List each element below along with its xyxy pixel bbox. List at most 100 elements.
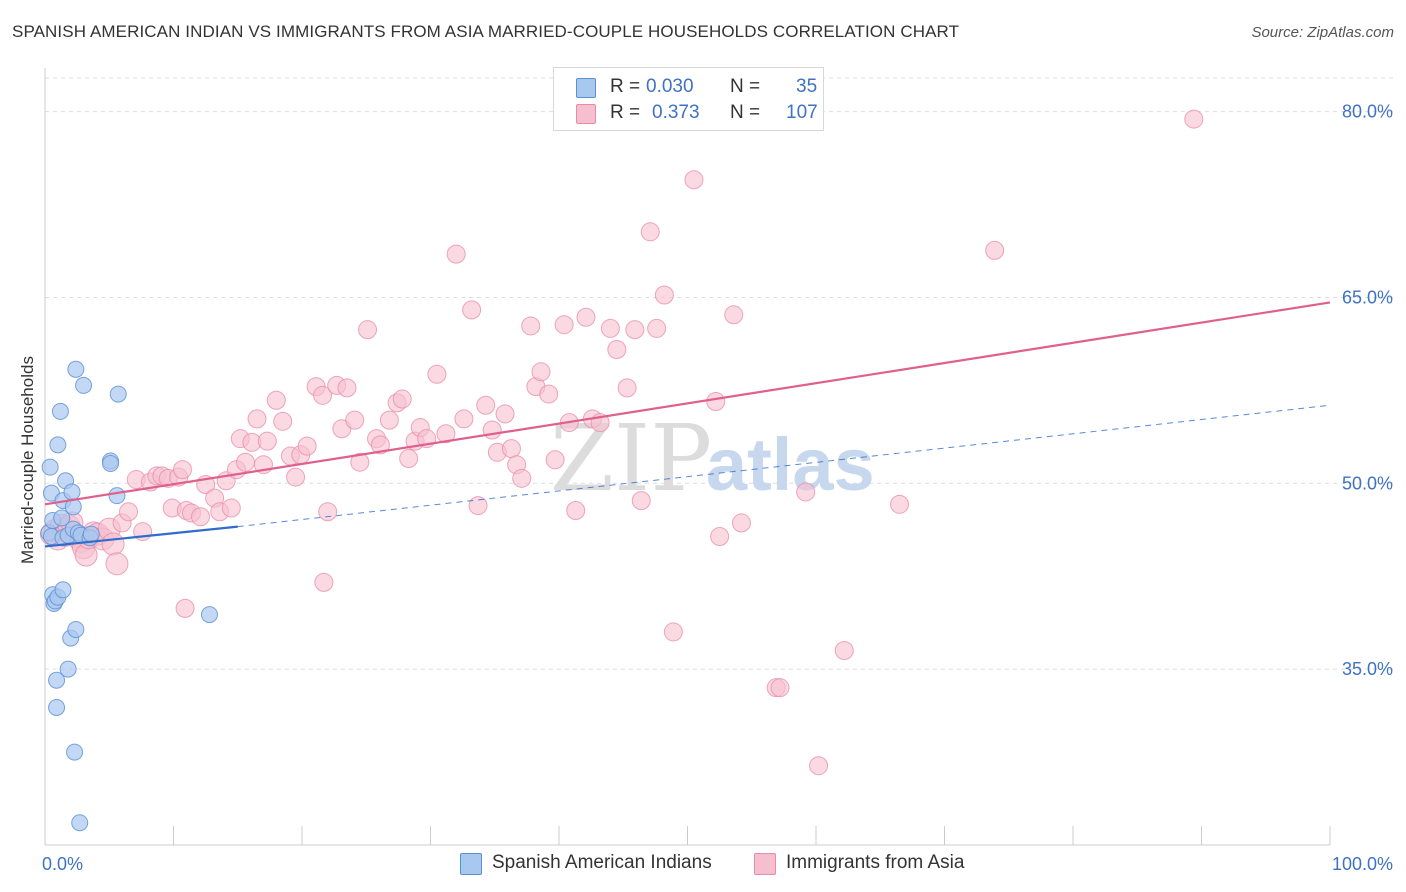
blue-swatch-icon [576, 78, 596, 98]
pink-point [266, 390, 286, 410]
pink-point [379, 410, 399, 430]
source-credit: Source: ZipAtlas.com [1251, 24, 1394, 41]
pink-point [273, 411, 293, 431]
blue-point [48, 698, 66, 716]
pink-point [313, 385, 333, 405]
x-tick-label-max: 100.0% [1332, 854, 1393, 874]
pink-point [105, 552, 129, 576]
legend-label: Spanish American Indians [492, 852, 712, 873]
n-label: N = [730, 76, 761, 97]
pink-point [337, 378, 357, 398]
pink-point [482, 420, 502, 440]
blue-point [53, 509, 71, 527]
pink-point [257, 431, 277, 451]
blue-point [109, 385, 127, 403]
pink-point [654, 285, 674, 305]
tick-labels: 35.0% 50.0% 65.0% 80.0% 0.0% 100.0% [42, 102, 1393, 874]
pink-point [286, 467, 306, 487]
pink-point [175, 598, 195, 618]
watermark-atlas: atlas [706, 423, 875, 506]
blue-point [67, 620, 85, 638]
pink-point [350, 452, 370, 472]
pink-point [809, 756, 829, 776]
blue-point [54, 581, 72, 599]
pink-point [985, 240, 1005, 260]
blue-point [48, 671, 66, 689]
pink-point [600, 318, 620, 338]
pink-point [531, 362, 551, 382]
pink-swatch-icon [754, 853, 776, 875]
pink-point [101, 532, 125, 556]
pink-point [190, 507, 210, 527]
x-tick-label-min: 0.0% [42, 854, 83, 874]
y-tick-label: 35.0% [1342, 659, 1393, 679]
pink-point [566, 501, 586, 521]
pink-point [521, 316, 541, 336]
pink-point [640, 222, 660, 242]
blue-point [49, 436, 67, 454]
blue-point [102, 454, 120, 472]
pink-point [399, 449, 419, 468]
series-legend: Spanish American Indians Immigrants from… [0, 852, 1406, 878]
pink-point [731, 513, 751, 533]
pink-point [631, 491, 651, 511]
pink-point [539, 384, 559, 404]
blue-point [63, 483, 81, 501]
blue-point [108, 487, 126, 505]
pink-point [1184, 109, 1204, 129]
pink-point [297, 436, 317, 456]
blue-series-points [40, 360, 218, 832]
pink-point [796, 482, 816, 502]
r-label: R = [610, 102, 641, 123]
pink-point [235, 452, 255, 472]
pink-point [724, 305, 744, 325]
legend-label: Immigrants from Asia [786, 852, 965, 873]
pink-point [710, 527, 730, 547]
pink-point [501, 439, 521, 459]
y-axis-label: Married-couple Households [18, 356, 37, 564]
blue-point [59, 660, 77, 678]
pink-point [172, 460, 192, 480]
blue-point [71, 814, 89, 832]
r-value-blue: 0.030 [646, 76, 694, 97]
blue-point [51, 402, 69, 420]
pink-point [392, 389, 412, 409]
pink-point [647, 318, 667, 338]
pink-point [468, 496, 488, 516]
y-tick-label: 65.0% [1342, 287, 1393, 307]
blue-point [66, 743, 84, 761]
n-label: N = [730, 102, 761, 123]
pink-point [119, 502, 139, 522]
blue-swatch-icon [460, 853, 482, 875]
n-value-blue: 35 [796, 76, 818, 97]
grid-layer [45, 77, 1393, 670]
pink-point [890, 494, 910, 514]
pink-point [545, 450, 565, 470]
pink-point [446, 244, 466, 264]
blue-point [67, 360, 85, 378]
pink-point [462, 300, 482, 320]
pink-point [454, 409, 474, 429]
stats-legend: R = 0.030 N = 35 R = 0.373 N = 107 [553, 67, 824, 131]
pink-point [358, 320, 378, 340]
pink-point [512, 468, 532, 488]
r-label: R = [610, 76, 641, 97]
pink-point [221, 498, 241, 518]
y-tick-label: 50.0% [1342, 473, 1393, 493]
blue-point [82, 525, 100, 543]
y-tick-label: 80.0% [1342, 102, 1393, 122]
n-value-pink: 107 [786, 102, 818, 123]
pink-point [476, 395, 496, 415]
pink-point [436, 424, 456, 444]
r-value-pink: 0.373 [652, 102, 700, 123]
pink-swatch-icon [576, 104, 596, 124]
blue-point [75, 376, 93, 394]
blue-point [200, 606, 218, 624]
pink-point [345, 410, 365, 430]
pink-trend-line [44, 301, 1331, 506]
pink-point [247, 409, 267, 429]
pink-point [770, 678, 790, 698]
pink-point [495, 404, 515, 424]
chart-title: SPANISH AMERICAN INDIAN VS IMMIGRANTS FR… [12, 22, 960, 41]
